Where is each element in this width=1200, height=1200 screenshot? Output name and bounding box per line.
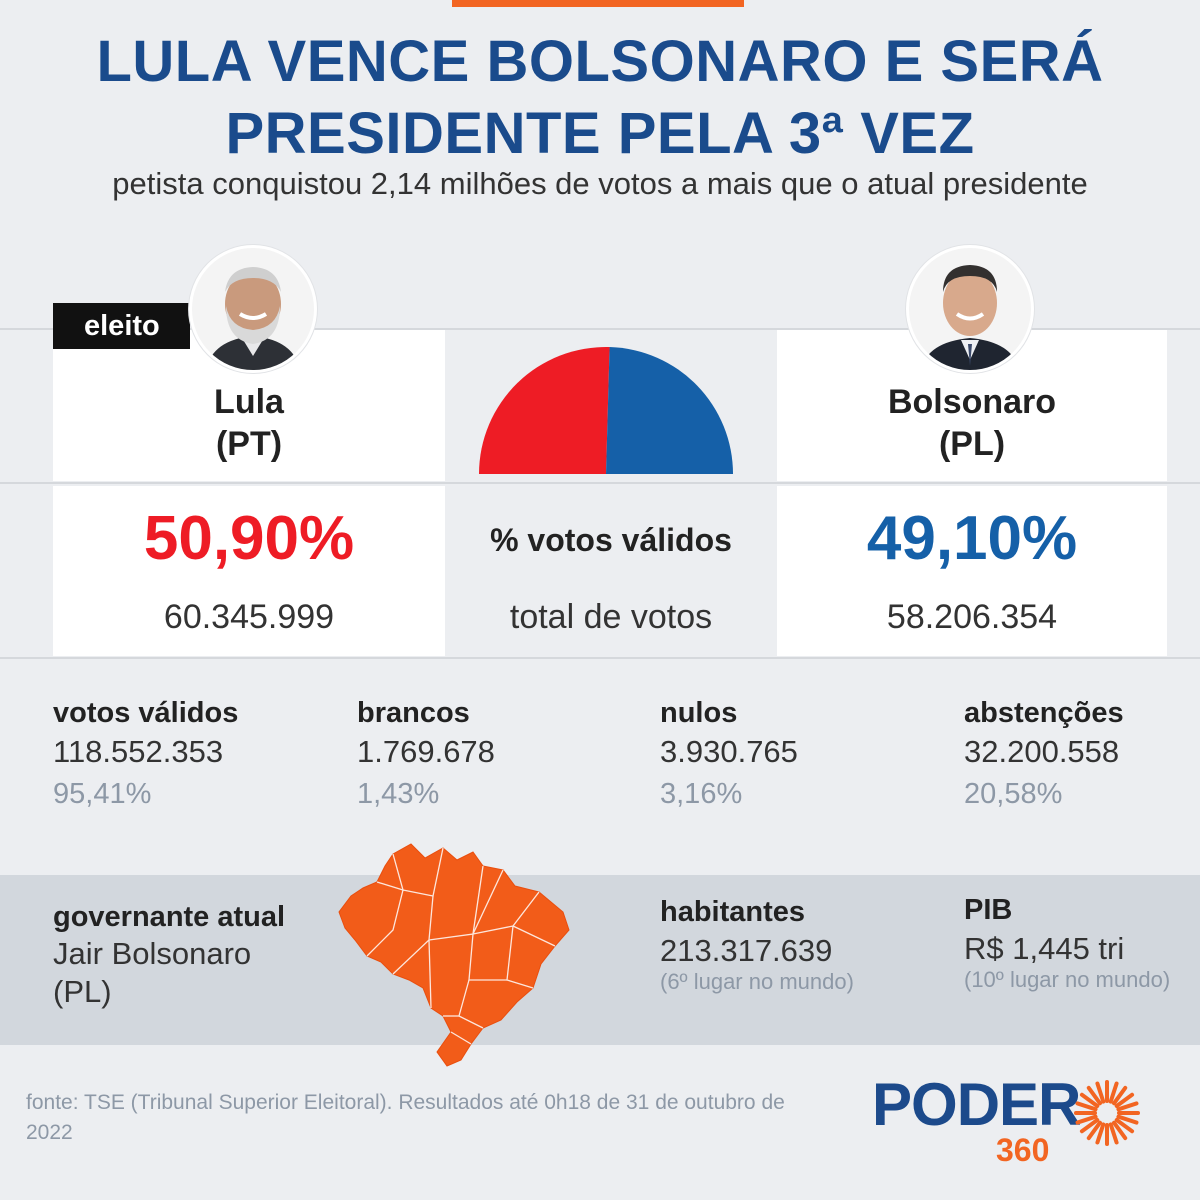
poder360-logo: PODER 360: [872, 1072, 1182, 1172]
gdp: PIB R$ 1,445 tri (10º lugar no mundo): [964, 894, 1198, 993]
vote-share-semicircle-chart: [479, 346, 733, 474]
bolsonaro-percentage: 49,10%: [866, 504, 1078, 573]
stat-abstentions: abstenções 32.200.558 20,58%: [964, 697, 1194, 811]
sunburst-ray: [1108, 1122, 1119, 1145]
brazil-map-shape: [338, 843, 570, 1067]
stat-blank-votes: brancos 1.769.678 1,43%: [357, 697, 647, 811]
gdp-label: PIB: [964, 894, 1013, 926]
sunburst-ray: [1116, 1101, 1139, 1112]
sunburst-ray: [1116, 1114, 1139, 1125]
current-governor: governante atual Jair Bolsonaro (PL): [53, 901, 343, 1010]
population-value: 213.317.639: [660, 933, 833, 968]
sunburst-ray: [1095, 1122, 1106, 1145]
stat-percentage: 20,58%: [964, 778, 1063, 810]
sunburst-ray: [1075, 1101, 1098, 1112]
bolsonaro-portrait-icon: [909, 248, 1031, 370]
headline-line-1: LULA VENCE BOLSONARO E SERÁ: [96, 29, 1104, 94]
stat-label: abstenções: [964, 697, 1124, 729]
logo-word: PODER: [872, 1071, 1081, 1138]
sunburst-icon: [1074, 1080, 1140, 1146]
bolsonaro-party: (PL): [938, 425, 1006, 463]
state-borders: [366, 847, 556, 1045]
stat-value: 118.552.353: [53, 734, 224, 769]
lula-photo: [189, 245, 317, 373]
total-votes-label: total de votos: [509, 598, 713, 636]
divider-line: [0, 657, 1200, 659]
source-note: fonte: TSE (Tribunal Superior Eleitoral)…: [26, 1091, 785, 1144]
sunburst-ray: [1114, 1092, 1135, 1108]
gdp-rank-note: (10º lugar no mundo): [964, 967, 1171, 992]
gdp-value: R$ 1,445 tri: [964, 931, 1125, 966]
sunburst-ray: [1086, 1085, 1102, 1106]
governor-label: governante atual: [53, 901, 286, 933]
sunburst-ray: [1108, 1081, 1119, 1104]
logo-number: 360: [996, 1132, 1050, 1168]
stat-label: brancos: [357, 697, 470, 729]
stat-percentage: 1,43%: [357, 778, 440, 810]
sunburst-ray: [1114, 1118, 1135, 1134]
governor-name: Jair Bolsonaro: [53, 936, 252, 971]
stat-null-votes: nulos 3.930.765 3,16%: [660, 697, 950, 811]
lula-label: Lula (PT): [53, 381, 445, 465]
top-accent-bar: [452, 0, 744, 7]
divider-line: [0, 482, 1200, 484]
population-label: habitantes: [660, 896, 806, 928]
sunburst-ray: [1112, 1120, 1128, 1141]
stat-percentage: 95,41%: [53, 778, 152, 810]
sunburst-ray: [1095, 1081, 1106, 1104]
lula-percentage: 50,90%: [143, 504, 355, 573]
stat-value: 1.769.678: [357, 734, 495, 769]
country-info-band: [0, 875, 1200, 1045]
valid-votes-pct-label: % votos válidos: [490, 522, 732, 558]
stat-value: 32.200.558: [964, 734, 1120, 769]
lula-result-card: [53, 486, 445, 656]
bolsonaro-votes: 58.206.354: [886, 598, 1058, 636]
elected-badge: eleito: [53, 303, 190, 349]
stat-label: nulos: [660, 697, 738, 729]
lula-party: (PT): [215, 425, 283, 463]
lula-votes: 60.345.999: [163, 598, 335, 636]
bolsonaro-label: Bolsonaro (PL): [777, 381, 1167, 465]
stat-valid-votes: votos válidos 118.552.353 95,41%: [53, 697, 343, 811]
sunburst-ray: [1112, 1085, 1128, 1106]
sunburst-ray: [1075, 1114, 1098, 1125]
sunburst-ray: [1079, 1092, 1100, 1108]
divider-line: [0, 328, 1200, 330]
population-rank-note: (6º lugar no mundo): [660, 969, 854, 994]
stat-percentage: 3,16%: [660, 778, 743, 810]
lula-name: Lula: [214, 383, 284, 421]
brazil-map-icon: [338, 843, 570, 1067]
bolsonaro-result-card: [777, 486, 1167, 656]
bolsonaro-name: Bolsonaro: [887, 383, 1057, 421]
subtitle: petista conquistou 2,14 milhões de votos…: [112, 166, 1088, 201]
stat-value: 3.930.765: [660, 734, 798, 769]
semicircle-slice-lula: [479, 346, 610, 474]
stat-label: votos válidos: [53, 697, 239, 729]
governor-party: (PL): [53, 974, 112, 1009]
population: habitantes 213.317.639 (6º lugar no mund…: [660, 896, 940, 995]
lula-portrait-icon: [192, 248, 314, 370]
bolsonaro-photo: [906, 245, 1034, 373]
headline-line-2: PRESIDENTE PELA 3ª VEZ: [225, 101, 975, 166]
sunburst-ray: [1079, 1118, 1100, 1134]
sunburst-ray: [1086, 1120, 1102, 1141]
semicircle-slice-bolsonaro: [606, 347, 733, 474]
